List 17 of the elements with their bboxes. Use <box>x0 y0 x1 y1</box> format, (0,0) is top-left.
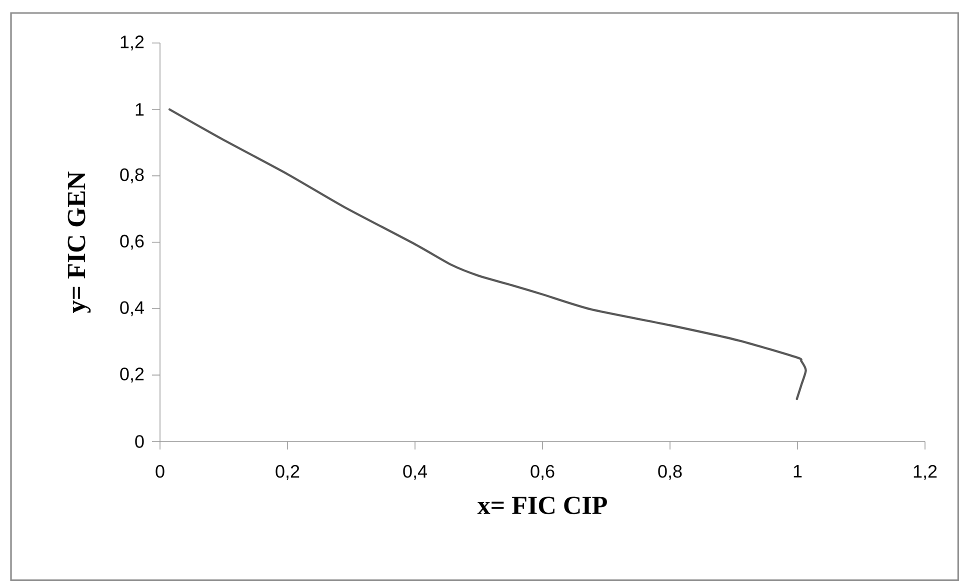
y-tick-label: 0,6 <box>120 234 144 250</box>
y-tick-label: 1 <box>136 103 144 116</box>
line-series <box>168 108 807 400</box>
x-tick-label: 0 <box>156 465 164 478</box>
y-tick-label: 0 <box>135 435 144 448</box>
y-tick-label: 0,4 <box>120 301 144 316</box>
x-tick-label: 0,6 <box>530 465 554 480</box>
x-tick-label: 0,2 <box>276 465 300 480</box>
y-tick-label: 0,8 <box>120 168 144 184</box>
x-tick-label: 1 <box>794 465 802 478</box>
y-tick-label: 0,2 <box>120 368 144 382</box>
y-axis-title: y= FIC GEN <box>68 172 91 313</box>
x-tick-label: 0,4 <box>403 465 427 480</box>
x-axis-title: x= FIC CIP <box>477 496 607 514</box>
x-tick-label: 0,8 <box>658 465 682 480</box>
x-tick-label: 1,2 <box>914 465 937 480</box>
y-tick-label: 1,2 <box>120 36 144 50</box>
